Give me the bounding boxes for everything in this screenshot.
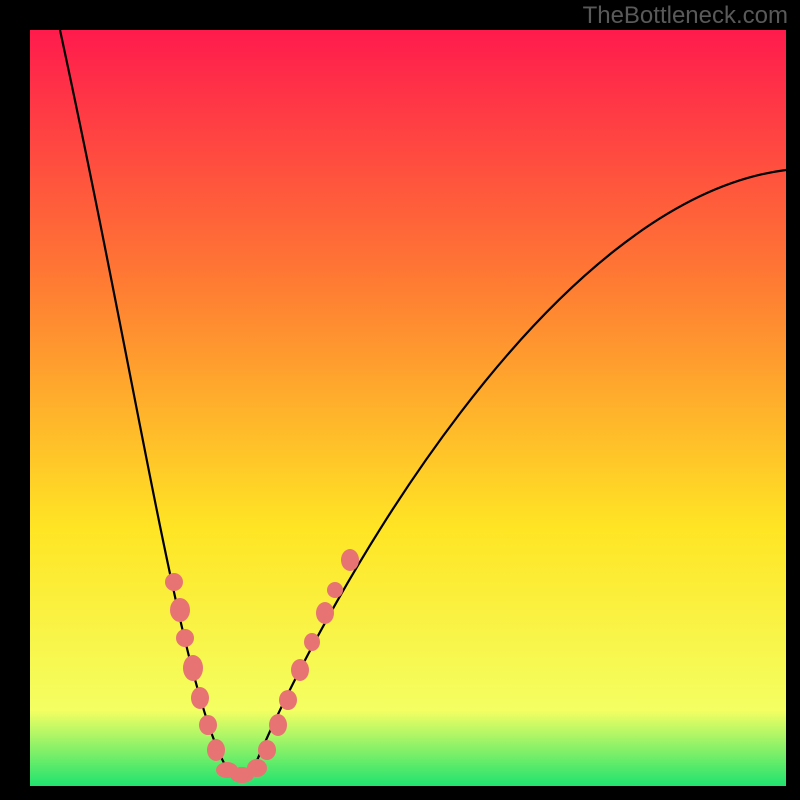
- data-marker: [304, 633, 320, 651]
- data-marker: [191, 687, 209, 709]
- data-marker: [207, 739, 225, 761]
- curve-path: [60, 30, 786, 776]
- data-marker: [165, 573, 183, 591]
- bottleneck-curve: [30, 30, 786, 786]
- data-marker: [316, 602, 334, 624]
- data-marker: [247, 759, 267, 777]
- data-marker: [341, 549, 359, 571]
- data-marker: [176, 629, 194, 647]
- data-marker: [170, 598, 190, 622]
- data-marker: [279, 690, 297, 710]
- data-marker: [291, 659, 309, 681]
- data-marker: [327, 582, 343, 598]
- chart-frame: TheBottleneck.com: [0, 0, 800, 800]
- data-marker: [183, 655, 203, 681]
- data-marker: [258, 740, 276, 760]
- data-marker: [269, 714, 287, 736]
- watermark-text: TheBottleneck.com: [583, 2, 788, 30]
- data-marker: [199, 715, 217, 735]
